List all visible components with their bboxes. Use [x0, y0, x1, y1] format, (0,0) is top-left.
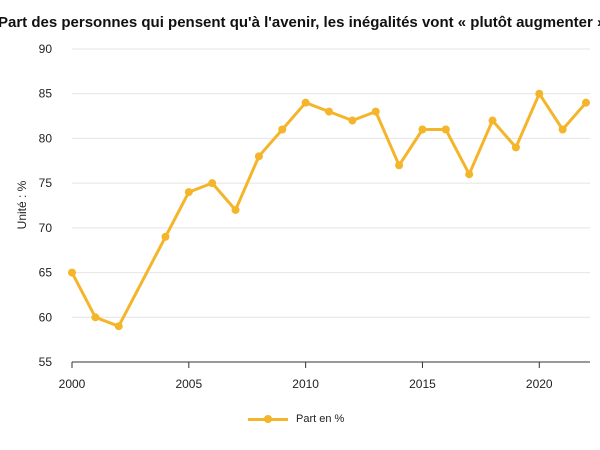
gridlines: [72, 48, 590, 363]
data-point: [395, 161, 404, 170]
data-point: [278, 125, 287, 134]
x-tick-label: 2020: [526, 377, 553, 391]
legend-swatch: [248, 413, 288, 425]
y-tick-labels: 55 60 65 70 75 80 85 90: [39, 42, 53, 369]
data-point: [161, 232, 170, 241]
y-tick-label: 60: [39, 310, 53, 324]
data-point: [91, 313, 100, 322]
series-line: [70, 92, 588, 328]
x-tick-label: 2010: [292, 377, 319, 391]
series-layer: [68, 89, 590, 331]
y-tick-label: 70: [39, 221, 53, 235]
data-point: [301, 98, 310, 107]
x-tick-label: 2005: [175, 377, 202, 391]
y-tick-label: 90: [39, 42, 53, 56]
data-point: [68, 268, 76, 277]
data-point: [114, 322, 123, 331]
data-point: [535, 89, 544, 98]
x-tick-label: 2000: [59, 377, 86, 391]
data-point: [231, 205, 240, 214]
data-point: [582, 98, 590, 107]
data-point: [208, 179, 217, 188]
data-point: [418, 125, 427, 134]
y-tick-label: 65: [39, 266, 53, 280]
data-point: [441, 125, 450, 134]
y-tick-label: 75: [39, 176, 53, 190]
y-tick-label: 85: [39, 87, 53, 101]
data-point: [371, 107, 380, 116]
data-point: [325, 107, 333, 116]
data-point: [511, 143, 520, 152]
legend: Part en %: [248, 413, 344, 425]
data-point: [254, 152, 263, 161]
y-tick-label: 55: [39, 355, 53, 369]
legend-label: Part en %: [296, 413, 345, 425]
data-point: [184, 188, 193, 197]
data-point: [488, 116, 497, 125]
data-point: [465, 170, 474, 179]
x-axis: 2000 2005 2010 2015 2020: [59, 362, 553, 391]
data-point: [558, 125, 567, 134]
chart-title: Part des personnes qui pensent qu'à l'av…: [0, 14, 600, 31]
x-tick-label: 2015: [409, 377, 436, 391]
y-tick-label: 80: [39, 131, 53, 145]
data-point: [348, 116, 357, 125]
